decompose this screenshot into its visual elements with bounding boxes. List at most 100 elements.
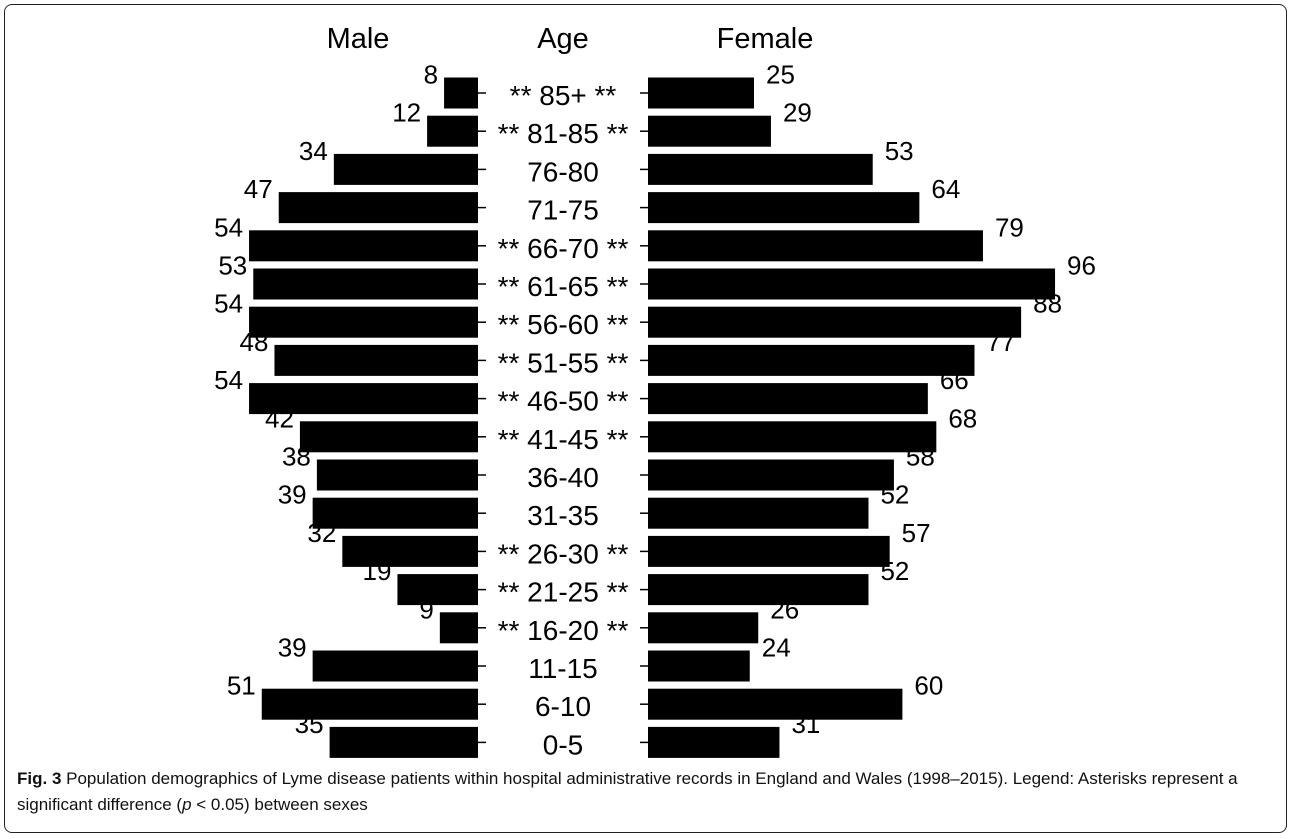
male-value-81-85: 12 <box>392 98 421 128</box>
age-label-85+: ** 85+ ** <box>510 80 617 111</box>
age-label-46-50: ** 46-50 ** <box>498 386 629 417</box>
male-bar-71-75 <box>278 192 478 224</box>
male-value-76-80: 34 <box>299 136 328 166</box>
male-value-41-45: 42 <box>265 403 294 433</box>
female-bar-46-50 <box>648 383 928 415</box>
female-bar-31-35 <box>648 497 869 529</box>
male-value-56-60: 54 <box>214 289 243 319</box>
age-label-6-10: 6-10 <box>535 691 591 722</box>
caption-p-symbol: p <box>182 795 192 814</box>
header-male: Male <box>327 23 390 55</box>
age-label-61-65: ** 61-65 ** <box>498 271 629 302</box>
female-value-71-75: 64 <box>931 174 960 204</box>
age-label-16-20: ** 16-20 ** <box>498 615 629 646</box>
age-label-56-60: ** 56-60 ** <box>498 309 629 340</box>
female-bar-16-20 <box>648 612 759 644</box>
female-bar-26-30 <box>648 535 890 567</box>
female-value-41-45: 68 <box>948 403 977 433</box>
age-label-21-25: ** 21-25 ** <box>498 577 629 608</box>
female-value-16-20: 26 <box>770 594 799 624</box>
male-bar-16-20 <box>439 612 478 644</box>
male-bar-76-80 <box>333 153 478 185</box>
male-value-16-20: 9 <box>419 594 433 624</box>
male-bar-26-30 <box>342 535 478 567</box>
caption-figure-label: Fig. 3 <box>17 769 62 788</box>
population-pyramid-chart: Male Age Female ** 85+ ** ** 81-85 ** 76-80 7… <box>214 23 1096 760</box>
male-value-26-30: 32 <box>307 518 336 548</box>
female-value-51-55: 77 <box>986 327 1015 357</box>
female-value-81-85: 29 <box>783 98 812 128</box>
male-value-6-10: 51 <box>227 671 256 701</box>
female-bar-66-70 <box>648 230 983 262</box>
female-bar-81-85 <box>648 115 771 147</box>
age-label-0-5: 0-5 <box>543 729 583 760</box>
age-label-31-35: 31-35 <box>527 500 599 531</box>
male-value-36-40: 38 <box>282 442 311 472</box>
female-value-61-65: 96 <box>1067 251 1096 281</box>
female-bar-0-5 <box>648 726 780 758</box>
female-value-26-30: 57 <box>902 518 931 548</box>
female-bar-11-15 <box>648 650 750 682</box>
age-label-81-85: ** 81-85 ** <box>498 118 629 149</box>
male-bar-31-35 <box>312 497 478 529</box>
female-bar-71-75 <box>648 192 920 224</box>
female-bar-61-65 <box>648 268 1056 300</box>
female-value-46-50: 66 <box>940 365 969 395</box>
male-bar-0-5 <box>329 726 478 758</box>
male-bar-81-85 <box>427 115 478 147</box>
female-value-31-35: 52 <box>880 480 909 510</box>
male-value-61-65: 53 <box>218 251 247 281</box>
male-bar-36-40 <box>316 459 478 491</box>
female-value-56-60: 88 <box>1033 289 1062 319</box>
caption-text-part1: Population demographics of Lyme disease … <box>17 769 1238 814</box>
figure-caption: Fig. 3 Population demographics of Lyme d… <box>17 766 1272 818</box>
male-value-31-35: 39 <box>278 480 307 510</box>
male-bar-46-50 <box>249 383 478 415</box>
female-bar-76-80 <box>648 153 873 185</box>
age-label-71-75: 71-75 <box>527 195 599 226</box>
caption-text-part2: < 0.05) between sexes <box>191 795 368 814</box>
female-bar-56-60 <box>648 306 1022 338</box>
age-label-26-30: ** 26-30 ** <box>498 538 629 569</box>
age-label-51-55: ** 51-55 ** <box>498 347 629 378</box>
female-value-11-15: 24 <box>762 633 791 663</box>
male-bar-41-45 <box>299 421 478 453</box>
male-bar-11-15 <box>312 650 478 682</box>
female-value-21-25: 52 <box>880 556 909 586</box>
age-label-11-15: 11-15 <box>528 653 598 684</box>
female-value-76-80: 53 <box>885 136 914 166</box>
female-bar-6-10 <box>648 688 903 720</box>
male-value-51-55: 48 <box>240 327 269 357</box>
header-age: Age <box>537 23 589 55</box>
male-value-21-25: 19 <box>363 556 392 586</box>
female-value-6-10: 60 <box>914 671 943 701</box>
female-bar-51-55 <box>648 344 975 376</box>
figure-frame <box>4 4 1287 833</box>
female-value-85+: 25 <box>766 60 795 90</box>
male-value-71-75: 47 <box>244 174 273 204</box>
female-bar-21-25 <box>648 574 869 606</box>
male-value-85+: 8 <box>424 60 438 90</box>
male-bar-6-10 <box>261 688 478 720</box>
header-female: Female <box>717 23 814 55</box>
male-value-11-15: 39 <box>278 633 307 663</box>
male-value-66-70: 54 <box>214 212 243 242</box>
male-bar-85+ <box>444 77 478 109</box>
female-value-0-5: 31 <box>791 709 820 739</box>
male-bar-56-60 <box>249 306 478 338</box>
male-value-0-5: 35 <box>295 709 324 739</box>
male-bar-66-70 <box>249 230 478 262</box>
female-bar-41-45 <box>648 421 937 453</box>
age-label-66-70: ** 66-70 ** <box>498 233 629 264</box>
female-bar-85+ <box>648 77 754 109</box>
female-value-66-70: 79 <box>995 212 1024 242</box>
male-value-46-50: 54 <box>214 365 243 395</box>
female-bar-36-40 <box>648 459 894 491</box>
male-bar-21-25 <box>397 574 478 606</box>
age-label-76-80: 76-80 <box>527 156 599 187</box>
male-bar-51-55 <box>274 344 478 376</box>
male-bar-61-65 <box>253 268 478 300</box>
age-label-41-45: ** 41-45 ** <box>498 424 629 455</box>
female-value-36-40: 58 <box>906 442 935 472</box>
age-label-36-40: 36-40 <box>527 462 599 493</box>
